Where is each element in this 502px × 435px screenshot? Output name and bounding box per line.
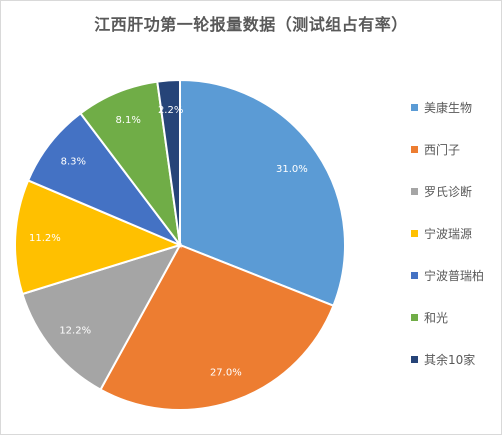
- pie-slice-2: [99, 243, 335, 411]
- pie-slice-5: [26, 111, 184, 248]
- pie-slice-7: [156, 78, 181, 246]
- legend-label: 宁波瑞源: [424, 226, 473, 241]
- legend-swatch: [411, 103, 418, 111]
- legend-item: 罗氏诊断: [411, 181, 484, 201]
- pie-slice-4: [14, 179, 183, 296]
- legend-item: 宁波普瑞柏: [411, 265, 484, 285]
- slice-data-label: 11.2%: [29, 233, 61, 244]
- chart-title: 江西肝功第一轮报量数据（测试组占有率）: [94, 15, 408, 34]
- slice-data-label: 8.3%: [61, 157, 86, 168]
- pie-slice-1: [179, 78, 346, 308]
- legend-label: 西门子: [424, 142, 461, 157]
- legend-swatch: [411, 355, 418, 363]
- legend-item: 和光: [411, 307, 484, 327]
- pie-slice-3: [21, 243, 183, 391]
- legend-label: 其余10家: [424, 352, 476, 367]
- legend-swatch: [411, 313, 418, 321]
- slice-data-label: 31.0%: [276, 164, 308, 175]
- legend-item: 美康生物: [411, 97, 484, 117]
- slice-data-label: 2.2%: [158, 105, 183, 116]
- legend-item: 西门子: [411, 139, 484, 159]
- slice-data-label: 27.0%: [210, 367, 242, 378]
- legend-item: 宁波瑞源: [411, 223, 484, 243]
- legend-label: 和光: [424, 310, 449, 325]
- legend-swatch: [411, 187, 418, 195]
- legend-label: 宁波普瑞柏: [424, 268, 485, 283]
- legend-swatch: [411, 271, 418, 279]
- legend-label: 美康生物: [424, 100, 473, 115]
- legend-item: 其余10家: [411, 349, 484, 369]
- slice-data-label: 8.1%: [116, 115, 141, 126]
- legend-swatch: [411, 145, 418, 153]
- legend-swatch: [411, 229, 418, 237]
- legend-label: 罗氏诊断: [424, 184, 473, 199]
- chart-legend: 美康生物西门子罗氏诊断宁波瑞源宁波普瑞柏和光其余10家: [411, 97, 484, 391]
- slice-data-label: 12.2%: [59, 326, 91, 337]
